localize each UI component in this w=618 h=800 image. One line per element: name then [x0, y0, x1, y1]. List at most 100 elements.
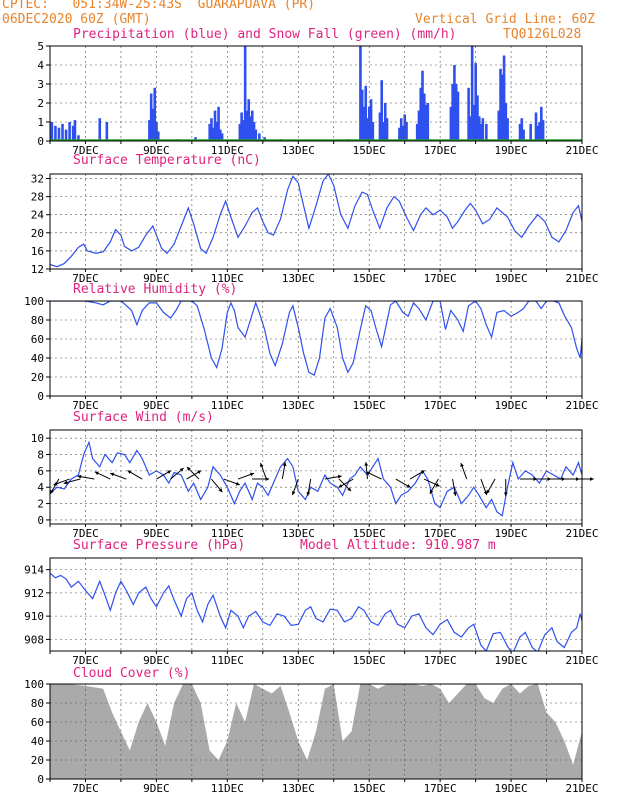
precip-panel: 0 1 2 3 4 5 7DEC 9DEC 11DEC 13DEC 15DEC 17DEC 19DEC 2… [37, 40, 598, 157]
wind-vector-head [127, 470, 132, 474]
precip-bar [499, 68, 502, 141]
wind-vector-head [453, 491, 457, 496]
y-tick-label: 8 [37, 449, 44, 462]
precip-bar [250, 110, 254, 141]
precip-bar [368, 106, 371, 141]
precip-bar [378, 112, 382, 141]
precip-bar [506, 118, 509, 141]
wind-panel: 0 2 4 6 8 10 7DEC 9DEC 11DEC 13DEC 15DEC 17DEC 19DEC… [31, 429, 599, 540]
wind-vector-head [179, 468, 184, 472]
precip-bar [540, 106, 543, 141]
cloud-cover-area [50, 684, 582, 779]
x-tick-label: 17DEC [424, 144, 457, 157]
cloud-title: Cloud Cover (%) [73, 666, 191, 681]
x-tick-label: 11DEC [211, 654, 244, 667]
y-tick-label: 0 [37, 514, 44, 527]
wind-vector-head [503, 492, 508, 497]
header-model-id: TQ0126L028 [503, 27, 582, 42]
precip-bar [57, 127, 61, 141]
x-tick-label: 19DEC [495, 399, 528, 412]
precip-bar [208, 123, 211, 141]
temp-line [50, 174, 582, 268]
x-tick-label: 21DEC [565, 527, 598, 540]
precip-bar [398, 127, 401, 141]
precip-bar [520, 118, 524, 141]
precip-bar [422, 93, 426, 141]
y-tick-label: 0 [37, 390, 44, 403]
x-tick-label: 13DEC [282, 399, 315, 412]
y-tick-label: 908 [24, 633, 44, 646]
precip-bar [77, 135, 80, 141]
humidity-frame [49, 300, 583, 397]
wind-vector-head [337, 474, 342, 479]
precip-bar [245, 110, 249, 141]
precip-bar [369, 99, 373, 141]
y-tick-label: 0 [37, 135, 44, 148]
wind-vector-head [429, 489, 434, 494]
precip-bar [481, 118, 485, 141]
wind-vector-head [486, 489, 491, 494]
precip-bar [477, 116, 481, 141]
wind-vector-head [167, 470, 172, 474]
precip-bar [469, 116, 472, 141]
precip-bar [360, 89, 364, 141]
y-tick-label: 28 [31, 191, 44, 204]
precip-bar [456, 91, 460, 141]
precip-bar [105, 122, 109, 141]
precip-bar [242, 120, 245, 141]
header-location: CPTEC: 051:34W-25:43S GUARAPUAVA (PR) [2, 0, 316, 12]
precip-bar [417, 110, 421, 141]
x-tick-label: 17DEC [424, 527, 457, 540]
y-tick-label: 2 [37, 498, 44, 511]
wind-vector-head [50, 489, 54, 494]
wind-vector-head [94, 471, 99, 476]
header-run-date: 06DEC2020 60Z (GMT) [2, 12, 151, 27]
x-tick-label: 13DEC [282, 144, 315, 157]
precip-bar [502, 55, 506, 141]
precip-bar [263, 137, 266, 141]
precip-bar [529, 123, 532, 141]
wind-vector-head [590, 477, 594, 481]
precip-bar [534, 112, 538, 141]
wind-vector-head [306, 491, 311, 496]
y-tick-label: 60 [31, 716, 44, 729]
y-tick-label: 100 [24, 678, 44, 691]
x-tick-label: 11DEC [211, 527, 244, 540]
x-tick-label: 21DEC [565, 654, 598, 667]
x-tick-label: 17DEC [424, 654, 457, 667]
x-tick-label: 19DEC [495, 654, 528, 667]
precip-bar [497, 110, 501, 141]
x-tick-label: 7DEC [72, 782, 99, 795]
x-tick-label: 11DEC [211, 144, 244, 157]
y-tick-label: 40 [31, 735, 44, 748]
wind-vector-head [186, 467, 191, 471]
x-tick-label: 15DEC [353, 272, 386, 285]
x-tick-label: 21DEC [565, 144, 598, 157]
precip-bar [68, 122, 71, 141]
precip-bar [467, 87, 470, 141]
y-tick-label: 4 [37, 481, 44, 494]
precip-bar [71, 125, 75, 141]
precip-bar [215, 122, 219, 141]
x-tick-label: 15DEC [353, 782, 386, 795]
precip-bar [210, 118, 213, 141]
x-tick-label: 9DEC [143, 144, 170, 157]
cloud-frame [49, 683, 583, 780]
y-tick-label: 16 [31, 245, 44, 258]
precip-bar [426, 103, 430, 141]
precip-bar [219, 129, 222, 141]
precip-bar [213, 110, 217, 141]
y-tick-label: 20 [31, 227, 44, 240]
precip-frame [49, 45, 583, 142]
wind-vector-head [77, 474, 82, 479]
precip-bar [252, 122, 256, 141]
y-tick-label: 4 [37, 59, 44, 72]
precip-bar [453, 65, 456, 141]
x-tick-label: 21DEC [565, 399, 598, 412]
x-tick-label: 21DEC [565, 272, 598, 285]
x-tick-label: 15DEC [353, 399, 386, 412]
y-tick-label: 20 [31, 754, 44, 767]
x-tick-label: 19DEC [495, 527, 528, 540]
humidity-panel: 0 20 40 60 80 100 7DEC 9DEC 11DEC 13DEC 15DEC 17DEC… [24, 295, 598, 412]
x-tick-label: 21DEC [565, 782, 598, 795]
